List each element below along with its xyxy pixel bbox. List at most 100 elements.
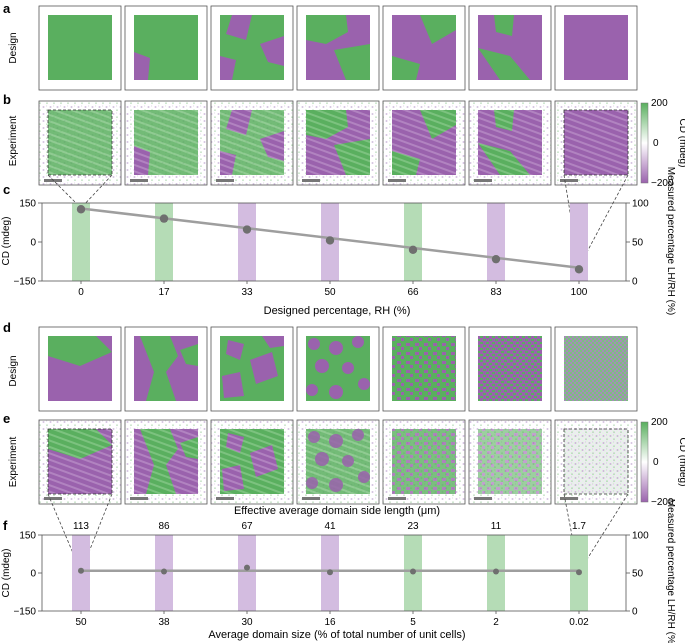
experiment-row-b bbox=[38, 100, 638, 186]
y-left-tick-label: 0 bbox=[30, 238, 36, 249]
scale-bar bbox=[474, 497, 492, 500]
chart-bar bbox=[570, 203, 588, 281]
design-tile-a1 bbox=[38, 5, 122, 91]
chart-c: 150 0 −150 100 50 0 0 17 33 50 66 83 100 bbox=[13, 199, 649, 299]
data-point bbox=[493, 568, 499, 575]
scale-bar bbox=[560, 179, 578, 182]
top-label: 113 bbox=[73, 521, 89, 532]
colorbar-e-tick-mid: 0 bbox=[653, 457, 659, 468]
experiment-tile-b2 bbox=[124, 100, 208, 186]
experiment-tile-e2 bbox=[124, 419, 208, 505]
colorbar-b-label: CD (mdeg) bbox=[677, 119, 685, 168]
data-point bbox=[325, 236, 335, 245]
colorbar-b: 200 0 −200 CD (mdeg) bbox=[640, 98, 685, 189]
chart-f-ylabel-right: Measured percentage LH/RH (%) bbox=[665, 499, 676, 643]
chart-f: 150 0 −150 100 50 0 50 38 30 16 5 2 0.02 113 86 67 41 23 1… bbox=[13, 521, 649, 628]
x-tick-label: 50 bbox=[324, 287, 336, 298]
panel-label-a: a bbox=[3, 1, 11, 16]
scale-bar bbox=[388, 179, 406, 182]
data-point bbox=[161, 568, 167, 575]
colorbar-b-tick-top: 200 bbox=[651, 98, 668, 109]
data-point bbox=[408, 245, 418, 254]
experiment-row-e bbox=[38, 419, 638, 505]
e-caption: Effective average domain side length (μm… bbox=[234, 505, 440, 517]
chart-c-xlabel: Designed percentage, RH (%) bbox=[264, 305, 411, 317]
y-right-tick-label: 100 bbox=[632, 199, 649, 210]
y-left-tick-label: −150 bbox=[13, 607, 36, 618]
x-tick-label: 38 bbox=[158, 617, 170, 628]
experiment-tile-e6 bbox=[468, 419, 552, 505]
scale-bar bbox=[216, 497, 234, 500]
chart-c-ylabel-right: Measured percentage LH/RH (%) bbox=[665, 167, 676, 315]
top-label: 1.7 bbox=[572, 521, 586, 532]
data-point bbox=[576, 569, 582, 576]
experiment-tile-e5 bbox=[382, 419, 466, 505]
chart-c-ylabel-left: CD (mdeg) bbox=[1, 217, 12, 266]
design-row-a bbox=[38, 5, 638, 91]
data-point bbox=[76, 205, 86, 214]
x-tick-label: 0 bbox=[78, 287, 84, 298]
colorbar-b-tick-mid: 0 bbox=[653, 138, 659, 149]
colorbar-e-tick-bot: −200 bbox=[651, 497, 674, 508]
chart-f-xlabel: Average domain size (% of total number o… bbox=[208, 629, 465, 641]
scale-bar bbox=[474, 179, 492, 182]
experiment-tile-e3 bbox=[210, 419, 294, 505]
data-point bbox=[242, 225, 252, 234]
data-point bbox=[78, 567, 84, 574]
scale-bar bbox=[560, 497, 578, 500]
y-right-tick-label: 0 bbox=[632, 277, 638, 288]
design-tile-d2 bbox=[124, 326, 208, 412]
y-right-tick-label: 50 bbox=[632, 569, 644, 580]
experiment-tile-e4 bbox=[296, 419, 380, 505]
top-label: 67 bbox=[241, 521, 253, 532]
scale-bar bbox=[388, 497, 406, 500]
row-label-experiment-e: Experiment bbox=[8, 436, 19, 487]
chart-f-ylabel-left: CD (mdeg) bbox=[1, 549, 12, 598]
design-tile-d4 bbox=[296, 326, 380, 412]
x-tick-label: 50 bbox=[75, 617, 87, 628]
chart-bar bbox=[404, 203, 422, 281]
experiment-tile-b4 bbox=[296, 100, 380, 186]
design-tile-d5 bbox=[382, 326, 466, 412]
colorbar-e-label: CD (mdeg) bbox=[677, 438, 685, 487]
chart-bar bbox=[155, 203, 173, 281]
row-label-experiment-b: Experiment bbox=[8, 115, 19, 166]
design-tile-a6 bbox=[468, 5, 552, 91]
experiment-tile-b3 bbox=[210, 100, 294, 186]
design-tile-a4 bbox=[296, 5, 380, 91]
panel-label-c: c bbox=[3, 182, 10, 197]
y-left-tick-label: −150 bbox=[13, 277, 36, 288]
data-point bbox=[410, 568, 416, 575]
top-label: 23 bbox=[407, 521, 419, 532]
design-tile-d3 bbox=[210, 326, 294, 412]
data-point bbox=[574, 265, 584, 274]
y-left-tick-label: 0 bbox=[30, 569, 36, 580]
x-tick-label: 33 bbox=[241, 287, 253, 298]
row-label-design-d: Design bbox=[8, 355, 19, 386]
x-tick-label: 100 bbox=[571, 287, 588, 298]
experiment-tile-e1 bbox=[38, 419, 122, 505]
chart-bar bbox=[238, 203, 256, 281]
experiment-tile-b1 bbox=[38, 100, 122, 186]
x-tick-label: 5 bbox=[410, 617, 416, 628]
experiment-tile-b7 bbox=[554, 100, 638, 186]
x-tick-label: 16 bbox=[324, 617, 336, 628]
data-point bbox=[159, 214, 169, 223]
scale-bar bbox=[302, 497, 320, 500]
top-label: 86 bbox=[158, 521, 170, 532]
scale-bar bbox=[130, 497, 148, 500]
scale-bar bbox=[44, 497, 62, 500]
experiment-tile-b5 bbox=[382, 100, 466, 186]
scale-bar bbox=[130, 179, 148, 182]
chart-bar bbox=[72, 203, 90, 281]
x-tick-label: 66 bbox=[407, 287, 419, 298]
y-right-tick-label: 0 bbox=[632, 607, 638, 618]
colorbar-b-tick-bot: −200 bbox=[651, 178, 674, 189]
x-tick-label: 0.02 bbox=[569, 617, 589, 628]
y-right-tick-label: 100 bbox=[632, 531, 649, 542]
chart-bar bbox=[238, 535, 256, 611]
experiment-tile-e7 bbox=[554, 419, 638, 505]
data-point bbox=[244, 564, 250, 571]
x-tick-label: 17 bbox=[158, 287, 170, 298]
